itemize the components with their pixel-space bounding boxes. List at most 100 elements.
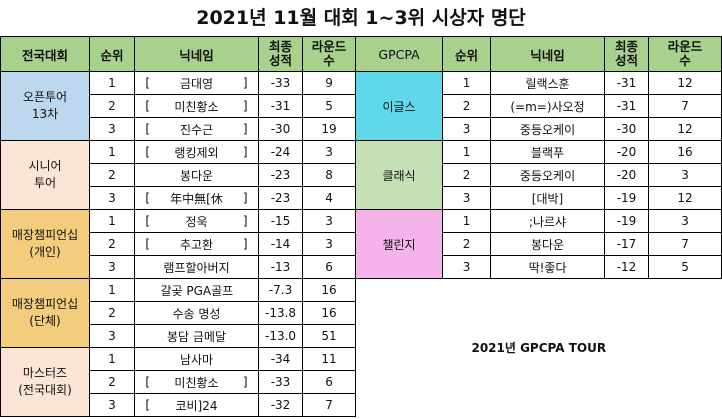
rank-cell: 2	[89, 94, 135, 118]
score-cell: -20	[604, 163, 650, 187]
rank-cell: 2	[89, 232, 135, 256]
rounds-cell: 16	[648, 140, 722, 164]
rounds-cell: 9	[302, 71, 357, 95]
nickname-bracket	[232, 301, 260, 325]
nickname-bracket	[232, 163, 260, 187]
score-cell: -34	[258, 347, 304, 371]
rank-cell: 3	[89, 186, 135, 210]
nickname-cell: 年中無[休	[160, 186, 233, 210]
nickname-cell: 봉다운	[160, 163, 233, 187]
rank-cell: 1	[89, 71, 135, 95]
rounds-cell: 51	[302, 324, 357, 348]
nickname-cell: (=m=)사오정	[490, 94, 606, 118]
category-store-championship-team: 매장챔피언십 (단체)	[0, 278, 90, 348]
nickname-bracket	[134, 324, 161, 348]
nickname-bracket	[134, 163, 161, 187]
nickname-cell: [대박]	[490, 186, 606, 210]
rank-cell: 3	[442, 186, 492, 210]
rounds-cell: 12	[648, 186, 722, 210]
rounds-cell: 4	[302, 186, 357, 210]
rank-cell: 1	[442, 71, 492, 95]
rank-cell: 2	[442, 94, 492, 118]
nickname-bracket: ]	[232, 370, 260, 394]
nickname-cell: 랭킹제외	[160, 140, 233, 164]
rounds-cell: 7	[648, 94, 722, 118]
rank-cell: 3	[89, 393, 135, 417]
nickname-bracket	[134, 347, 161, 371]
nickname-bracket: [	[134, 209, 161, 233]
nickname-bracket: [	[134, 117, 161, 141]
rounds-cell: 5	[648, 255, 722, 279]
rounds-cell: 12	[648, 71, 722, 95]
rounds-cell: 19	[302, 117, 357, 141]
score-cell: -24	[258, 140, 304, 164]
table-row: 2 봉다운 -23 8 2 중등오케이 -20 3	[1, 163, 722, 187]
nickname-cell: 딱!좋다	[490, 255, 606, 279]
nickname-bracket: [	[134, 94, 161, 118]
rank-cell: 2	[89, 301, 135, 325]
table-row: 마스터즈 (전국대회) 1 남사마 -34 11	[0, 347, 722, 417]
rank-cell: 3	[89, 117, 135, 141]
rank-cell: 1	[89, 278, 135, 302]
rounds-cell: 8	[302, 163, 357, 187]
rounds-cell: 3	[302, 209, 357, 233]
nickname-cell: 미친황소	[160, 94, 233, 118]
score-cell: -31	[604, 94, 650, 118]
table-row: 2 수송 명성 -13.8 16	[1, 301, 722, 325]
rounds-cell: 3	[302, 140, 357, 164]
nickname-cell: 정욱	[160, 209, 233, 233]
gpcpa-challenge: 챌린지	[355, 209, 444, 279]
nickname-cell: 블랙푸	[490, 140, 606, 164]
header-nickname-right: 닉네임	[490, 36, 606, 72]
score-cell: -15	[258, 209, 304, 233]
score-cell: -13	[258, 255, 304, 279]
table-row: 3 램프할아버지 -13 6 3 딱!좋다 -12 5	[1, 255, 722, 279]
score-cell: -30	[604, 117, 650, 141]
score-cell: -31	[604, 71, 650, 95]
rank-cell: 1	[89, 140, 135, 164]
score-cell: -23	[258, 186, 304, 210]
nickname-bracket: ]	[232, 232, 260, 256]
header-rounds-right: 라운드 수	[648, 36, 722, 72]
header-rounds: 라운드 수	[302, 36, 357, 72]
score-cell: -32	[258, 393, 304, 417]
nickname-cell: 남사마	[160, 347, 233, 371]
category-masters: 마스터즈 (전국대회)	[0, 347, 90, 417]
table-row: 2 [ 미친황소 ] -31 5 2 (=m=)사오정 -31 7	[1, 94, 722, 118]
header-final-score: 최종 성적	[258, 36, 304, 72]
sheet-title: 2021년 11월 대회 1~3위 시상자 명단	[196, 7, 526, 29]
nickname-bracket	[134, 255, 161, 279]
nickname-cell: 램프할아버지	[160, 255, 233, 279]
header-category: 전국대회	[0, 36, 90, 72]
nickname-cell: 진수근	[160, 117, 233, 141]
nickname-cell: 릴랙스훈	[490, 71, 606, 95]
table-row: 시니어 투어 1 [ 랭킹제외 ] -24 3 클래식 1 블랙푸 -20 16	[0, 140, 722, 210]
header-rank: 순위	[89, 36, 135, 72]
nickname-bracket	[232, 393, 260, 417]
header-final-score-right: 최종 성적	[604, 36, 650, 72]
rank-cell: 2	[89, 370, 135, 394]
score-cell: -23	[258, 163, 304, 187]
score-cell: -17	[604, 232, 650, 256]
header-gpcpa: GPCPA	[355, 36, 444, 72]
nickname-bracket	[134, 278, 161, 302]
category-senior-tour: 시니어 투어	[0, 140, 90, 210]
award-table: 전국대회 순위 닉네임 최종 성적 라운드 수 GPCPA 순위 닉네임 최종 성적 …	[0, 36, 722, 417]
nickname-cell: 봉담 금메달	[160, 324, 233, 348]
header-nickname: 닉네임	[133, 36, 260, 72]
rank-cell: 3	[442, 117, 492, 141]
rounds-cell: 11	[302, 347, 357, 371]
table-row: 오픈투어 13차 1 [ 금대영 ] -33 9 이글스 1 릴랙스훈 -31 1…	[0, 71, 722, 141]
nickname-cell: ;나르샤	[490, 209, 606, 233]
table-row: 3 [ 年中無[休 ] -23 4 3 [대박] -19 12	[1, 186, 722, 210]
rank-cell: 3	[442, 255, 492, 279]
rank-cell: 1	[89, 209, 135, 233]
score-cell: -20	[604, 140, 650, 164]
score-cell: -31	[258, 94, 304, 118]
nickname-cell: 봉다운	[490, 232, 606, 256]
table-row: 매장챔피언십 (단체) 1 갈곶 PGA골프 -7.3 16 2021년 GPCP…	[0, 278, 722, 417]
nickname-bracket	[232, 255, 260, 279]
rank-cell: 3	[89, 255, 135, 279]
rank-cell: 2	[442, 232, 492, 256]
table-row: 매장챔피언십 (개인) 1 [ 정욱 ] -15 3 챌린지 1 ;나르샤 -19…	[0, 209, 722, 279]
